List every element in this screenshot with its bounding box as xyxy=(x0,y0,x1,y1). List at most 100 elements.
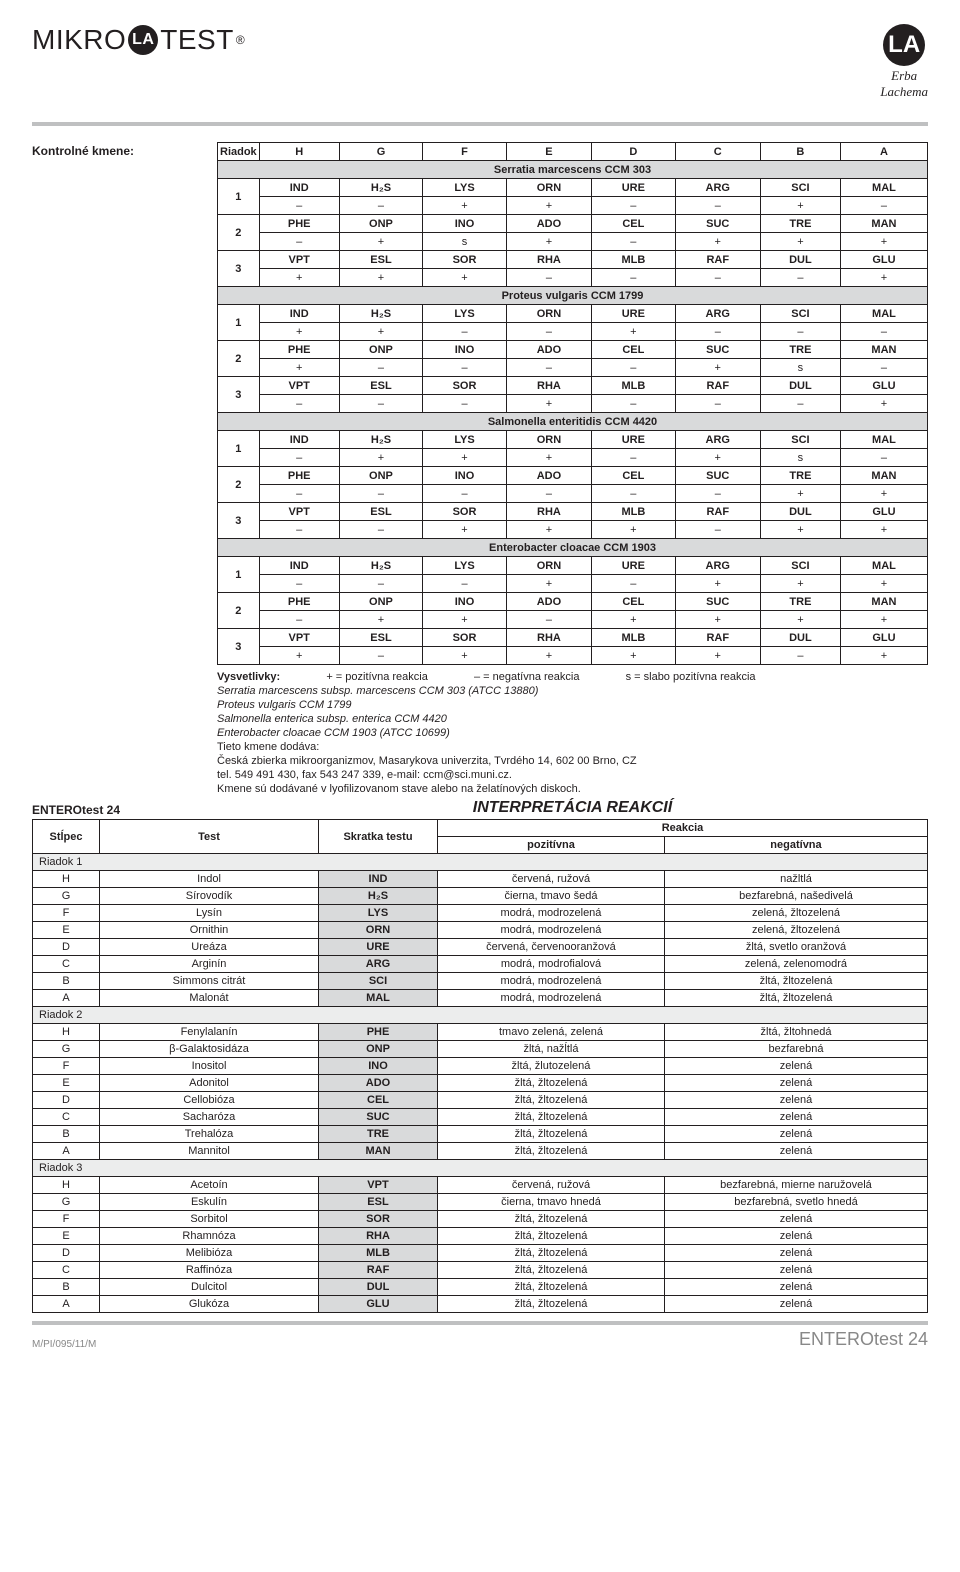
interp-cell: ORN xyxy=(319,922,438,939)
row-number: 1 xyxy=(218,179,260,215)
test-abbr: GLU xyxy=(840,503,927,521)
interp-cell: H₂S xyxy=(319,888,438,905)
test-result: – xyxy=(592,197,676,215)
test-abbr: IND xyxy=(259,431,339,449)
test-abbr: VPT xyxy=(259,503,339,521)
kt-head-cell: H xyxy=(259,143,339,161)
interp-cell: Adonitol xyxy=(100,1075,319,1092)
test-abbr: CEL xyxy=(592,467,676,485)
header-rule xyxy=(32,122,928,126)
interp-cell: nažltlá xyxy=(664,871,927,888)
interp-cell: zelená xyxy=(664,1262,927,1279)
test-abbr: GLU xyxy=(840,377,927,395)
test-result: – xyxy=(259,395,339,413)
test-abbr: DUL xyxy=(760,251,840,269)
interp-cell: žltá, žltozelená xyxy=(438,1126,665,1143)
row-number: 2 xyxy=(218,467,260,503)
test-abbr: RAF xyxy=(675,629,760,647)
test-result: + xyxy=(339,323,423,341)
test-abbr: SOR xyxy=(423,377,507,395)
interp-cell: žltá, žltozelená xyxy=(438,1075,665,1092)
interp-cell: Lysín xyxy=(100,905,319,922)
test-abbr: SCI xyxy=(760,431,840,449)
erba-text: Erba Lachema xyxy=(880,68,928,100)
interp-cell: F xyxy=(33,1211,100,1228)
test-result: + xyxy=(592,647,676,665)
interp-title: INTERPRETÁCIA REAKCIÍ xyxy=(217,799,928,817)
interp-cell: Simmons citrát xyxy=(100,973,319,990)
test-result: – xyxy=(339,395,423,413)
row-number: 3 xyxy=(218,629,260,665)
ith-c4a: pozitívna xyxy=(438,837,665,854)
test-abbr: CEL xyxy=(592,215,676,233)
test-result: – xyxy=(339,521,423,539)
interp-cell: Melibióza xyxy=(100,1245,319,1262)
legend-block: Vysvetlivky: + = pozitívna reakcia – = n… xyxy=(217,671,928,795)
test-abbr: RAF xyxy=(675,503,760,521)
footer-right: ENTEROtest 24 xyxy=(799,1329,928,1350)
test-result: – xyxy=(506,269,591,287)
test-abbr: PHE xyxy=(259,467,339,485)
test-result: – xyxy=(423,575,507,593)
interp-cell: B xyxy=(33,1279,100,1296)
interp-cell: H xyxy=(33,871,100,888)
kt-head-cell: B xyxy=(760,143,840,161)
interp-cell: žltá, žltozelená xyxy=(438,1262,665,1279)
test-abbr: SUC xyxy=(675,215,760,233)
interp-cell: SCI xyxy=(319,973,438,990)
ith-c1: Stĺpec xyxy=(33,820,100,854)
brand-left: MIKRO LA TEST ® xyxy=(32,24,245,56)
interp-cell: modrá, modrofialová xyxy=(438,956,665,973)
test-result: + xyxy=(506,197,591,215)
organism-header: Serratia marcescens CCM 303 xyxy=(218,161,928,179)
legend-l6: Česká zbierka mikroorganizmov, Masarykov… xyxy=(217,755,928,767)
test-abbr: TRE xyxy=(760,467,840,485)
interp-cell: žltá, žltozelená xyxy=(438,1143,665,1160)
test-result: – xyxy=(423,359,507,377)
test-abbr: ARG xyxy=(675,179,760,197)
interp-cell: Ornithin xyxy=(100,922,319,939)
test-result: – xyxy=(259,197,339,215)
test-abbr: RHA xyxy=(506,377,591,395)
test-result: + xyxy=(259,323,339,341)
test-result: + xyxy=(423,269,507,287)
test-abbr: ONP xyxy=(339,341,423,359)
test-abbr: PHE xyxy=(259,215,339,233)
interp-cell: A xyxy=(33,1296,100,1313)
interp-cell: tmavo zelená, zelená xyxy=(438,1024,665,1041)
interp-cell: Cellobióza xyxy=(100,1092,319,1109)
interp-cell: modrá, modrozelená xyxy=(438,990,665,1007)
test-abbr: URE xyxy=(592,431,676,449)
test-abbr: LYS xyxy=(423,305,507,323)
test-result: + xyxy=(760,611,840,629)
test-result: + xyxy=(675,359,760,377)
test-abbr: SCI xyxy=(760,305,840,323)
test-abbr: ESL xyxy=(339,251,423,269)
row-number: 2 xyxy=(218,593,260,629)
test-abbr: URE xyxy=(592,557,676,575)
interp-cell: D xyxy=(33,939,100,956)
test-result: – xyxy=(339,647,423,665)
test-abbr: SOR xyxy=(423,251,507,269)
interp-cell: ADO xyxy=(319,1075,438,1092)
test-result: + xyxy=(423,449,507,467)
test-result: + xyxy=(592,521,676,539)
test-abbr: MAN xyxy=(840,467,927,485)
test-result: – xyxy=(339,359,423,377)
interp-cell: zelená xyxy=(664,1279,927,1296)
test-result: + xyxy=(506,521,591,539)
interp-cell: MLB xyxy=(319,1245,438,1262)
test-abbr: MLB xyxy=(592,629,676,647)
interp-cell: modrá, modrozelená xyxy=(438,973,665,990)
test-result: + xyxy=(506,647,591,665)
test-result: – xyxy=(760,269,840,287)
interp-cell: žltá, nažĺtlá xyxy=(438,1041,665,1058)
test-result: + xyxy=(259,269,339,287)
row-number: 2 xyxy=(218,341,260,377)
legend-head: Vysvetlivky: xyxy=(217,671,280,683)
test-result: – xyxy=(506,611,591,629)
test-abbr: RHA xyxy=(506,251,591,269)
test-abbr: RAF xyxy=(675,251,760,269)
test-result: – xyxy=(592,359,676,377)
test-abbr: INO xyxy=(423,593,507,611)
